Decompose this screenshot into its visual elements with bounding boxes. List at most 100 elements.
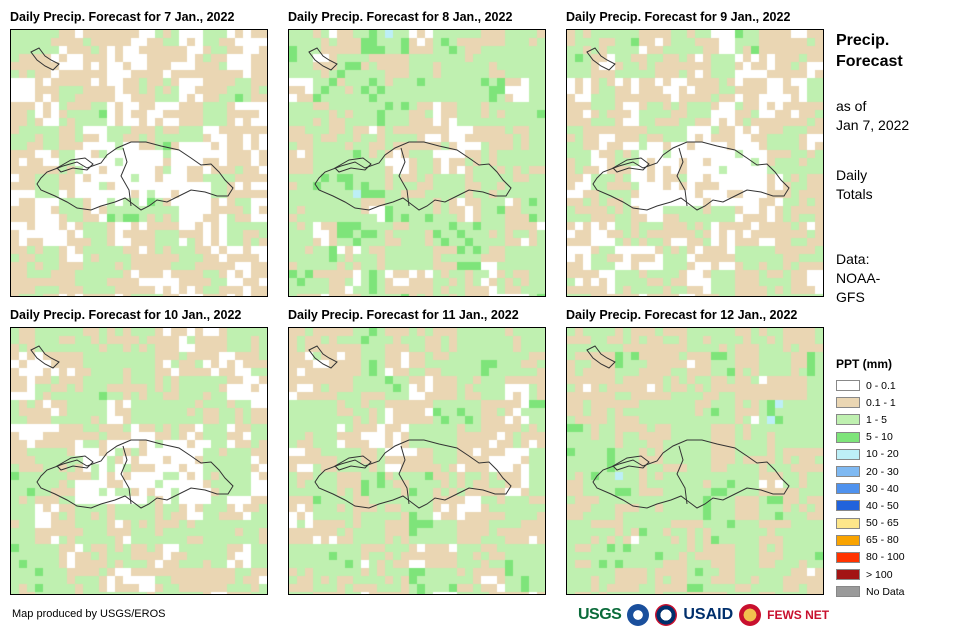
coastline: [308, 345, 338, 369]
coastline: [314, 439, 512, 509]
legend-title: PPT (mm): [836, 357, 893, 371]
legend-label: 30 - 40: [866, 482, 899, 495]
coastline-outline: [586, 345, 790, 509]
legend-swatch: [836, 431, 860, 443]
map-panel-jan7: Daily Precip. Forecast for 7 Jan., 2022: [10, 10, 268, 297]
legend-label: 80 - 100: [866, 551, 905, 564]
panel-title: Daily Precip. Forecast for 9 Jan., 2022: [566, 10, 791, 24]
coastline: [592, 439, 790, 509]
panel-title: Daily Precip. Forecast for 7 Jan., 2022: [10, 10, 235, 24]
precip-map: [10, 327, 268, 595]
map-credit: Map produced by USGS/EROS: [12, 608, 166, 620]
legend-swatch: [836, 551, 860, 563]
legend-swatch: [836, 380, 860, 392]
as-of-value: Jan 7, 2022: [836, 117, 910, 133]
legend-label: 65 - 80: [866, 534, 899, 547]
legend-swatch: [836, 517, 860, 529]
precip-map: [566, 29, 824, 297]
coastline-outline: [586, 47, 790, 211]
sidebar-title-line1: Precip.: [836, 32, 890, 49]
usgs-logo: USGS: [578, 606, 622, 623]
legend-swatch: [836, 534, 860, 546]
legend-item: 30 - 40: [836, 480, 905, 497]
coastline: [36, 439, 234, 509]
legend-item: 1 - 5: [836, 411, 905, 428]
country-border: [398, 445, 410, 505]
coastline: [586, 47, 616, 71]
map-panel-jan10: Daily Precip. Forecast for 10 Jan., 2022: [10, 308, 268, 595]
panel-title: Daily Precip. Forecast for 8 Jan., 2022: [288, 10, 513, 24]
legend-swatch: [836, 483, 860, 495]
coastline: [30, 345, 60, 369]
coastline: [586, 345, 616, 369]
legend-item: 20 - 30: [836, 463, 905, 480]
legend-item: 10 - 20: [836, 446, 905, 463]
legend-label: 10 - 20: [866, 448, 899, 461]
coastline: [592, 141, 790, 211]
precip-map: [566, 327, 824, 595]
coastline: [334, 455, 372, 471]
precip-map: [10, 29, 268, 297]
coastline-outline: [308, 47, 512, 211]
coastline: [56, 157, 94, 173]
legend-swatch: [836, 569, 860, 581]
as-of-label: as of: [836, 98, 867, 114]
panel-title: Daily Precip. Forecast for 10 Jan., 2022: [10, 308, 242, 322]
panel-title: Daily Precip. Forecast for 12 Jan., 2022: [566, 308, 798, 322]
data-source-line3: GFS: [836, 289, 865, 305]
legend-label: 0.1 - 1: [866, 396, 896, 409]
legend-label: 20 - 30: [866, 465, 899, 478]
legend-swatch: [836, 414, 860, 426]
coastline-outline: [308, 345, 512, 509]
legend-label: > 100: [866, 568, 893, 581]
sidebar-title-line2: Forecast: [836, 53, 903, 70]
legend-item: 0 - 0.1: [836, 377, 905, 394]
map-panel-jan12: Daily Precip. Forecast for 12 Jan., 2022: [566, 308, 824, 595]
country-border: [120, 445, 132, 505]
coastline: [308, 47, 338, 71]
coastline: [334, 157, 372, 173]
as-of-date: as of Jan 7, 2022: [836, 97, 909, 135]
country-border: [120, 147, 132, 207]
agency-logos: USGS USAID FEWS NET: [578, 600, 829, 630]
country-border: [676, 445, 688, 505]
map-panel-jan9: Daily Precip. Forecast for 9 Jan., 2022: [566, 10, 824, 297]
legend-item: 5 - 10: [836, 429, 905, 446]
legend-swatch: [836, 448, 860, 460]
country-border: [398, 147, 410, 207]
totals-note: Daily Totals: [836, 166, 873, 204]
map-panel-jan11: Daily Precip. Forecast for 11 Jan., 2022: [288, 308, 546, 595]
legend-swatch: [836, 466, 860, 478]
usaid-seal-icon: [655, 604, 678, 626]
legend-label: 5 - 10: [866, 431, 893, 444]
totals-line1: Daily: [836, 167, 868, 183]
legend-label: No Data: [866, 585, 905, 598]
legend-swatch: [836, 397, 860, 409]
legend-item: No Data: [836, 583, 905, 600]
map-panel-jan8: Daily Precip. Forecast for 8 Jan., 2022: [288, 10, 546, 297]
precip-map: [288, 29, 546, 297]
precip-map: [288, 327, 546, 595]
coastline: [56, 455, 94, 471]
coastline: [612, 157, 650, 173]
data-source-label: Data:: [836, 251, 870, 267]
legend-item: 40 - 50: [836, 497, 905, 514]
coastline-outline: [30, 345, 234, 509]
data-source-line2: NOAA-: [836, 270, 881, 286]
country-border: [676, 147, 688, 207]
noaa-logo-icon: [627, 604, 650, 626]
legend-item: > 100: [836, 566, 905, 583]
legend-item: 0.1 - 1: [836, 394, 905, 411]
coastline: [30, 47, 60, 71]
coastline: [36, 141, 234, 211]
legend-label: 1 - 5: [866, 413, 888, 426]
coastline: [314, 141, 512, 211]
legend-label: 40 - 50: [866, 499, 899, 512]
data-source: Data: NOAA- GFS: [836, 250, 880, 307]
sidebar-title: Precip. Forecast: [836, 30, 903, 72]
coastline-outline: [30, 47, 234, 211]
fews-net-logo: FEWS NET: [767, 608, 830, 622]
legend-label: 0 - 0.1: [866, 379, 896, 392]
legend-swatch: [836, 500, 860, 512]
legend-item: 65 - 80: [836, 532, 905, 549]
